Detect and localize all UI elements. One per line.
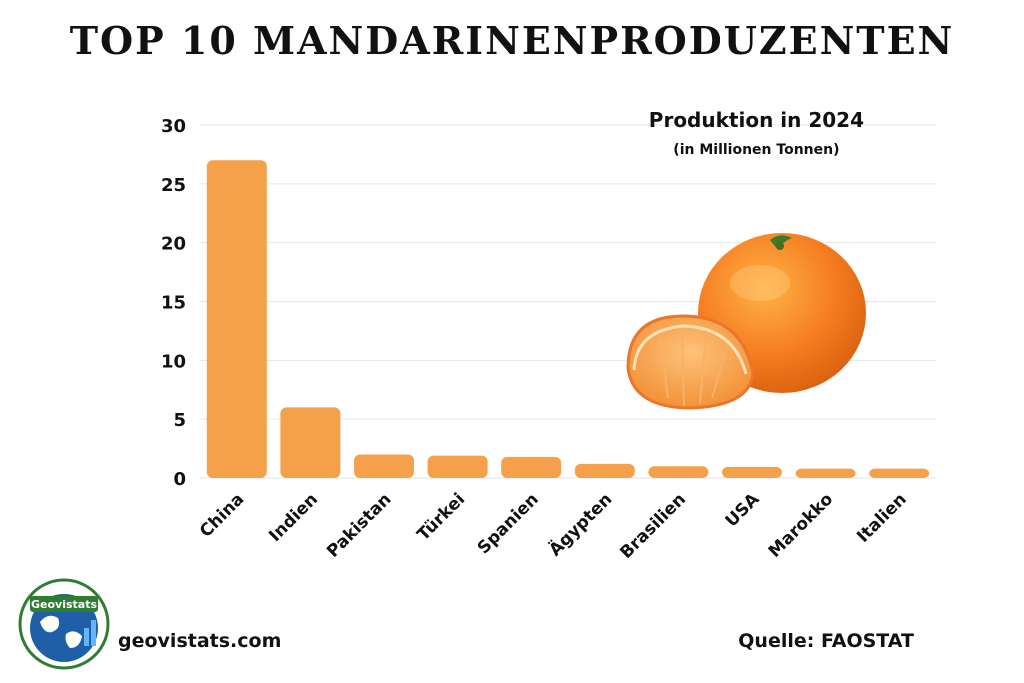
geovistats-logo: Geovistats [18, 578, 110, 670]
footer-site[interactable]: geovistats.com [118, 630, 282, 652]
x-tick-label: Türkei [414, 489, 470, 545]
y-tick-label: 15 [161, 293, 186, 314]
x-tick-label: Ägypten [544, 488, 616, 560]
x-tick-label: Italien [853, 489, 910, 546]
footer-source: Quelle: FAOSTAT [738, 630, 914, 652]
x-tick-label: Marokko [765, 489, 837, 561]
x-tick-label: Indien [265, 489, 322, 546]
bar-spanien [501, 456, 562, 478]
bar-indien [280, 407, 341, 478]
x-tick-label: Brasilien [616, 489, 690, 563]
page-title: TOP 10 MANDARINENPRODUZENTEN [69, 18, 955, 63]
y-tick-label: 10 [161, 351, 186, 372]
chart-subtitle-block: Produktion in 2024 (in Millionen Tonnen) [649, 108, 864, 158]
y-tick-label: 30 [161, 116, 186, 137]
x-tick-label: USA [722, 489, 764, 531]
chart-unit: (in Millionen Tonnen) [673, 142, 840, 158]
y-axis-ticks: 0 5 10 15 20 25 30 [161, 116, 186, 490]
x-tick-label: Spanien [474, 489, 543, 558]
x-axis-labels: China Indien Pakistan Türkei Spanien Ägypten B… [196, 488, 911, 563]
y-tick-label: 0 [173, 469, 186, 490]
logo-text: Geovistats [31, 598, 97, 611]
bar-ägypten [574, 463, 635, 478]
bar-türkei [427, 455, 488, 478]
bar-italien [869, 468, 930, 478]
bar-china [206, 160, 267, 479]
y-tick-label: 20 [161, 234, 186, 255]
mandarin-orange-icon [626, 233, 866, 410]
bar-usa [722, 466, 782, 478]
bar-chart: 0 5 10 15 20 25 30 China Indien Pakistan Türkei Sp… [161, 116, 936, 563]
y-tick-label: 5 [173, 410, 186, 431]
chart-bars [206, 160, 930, 479]
x-tick-label: China [196, 489, 248, 541]
bar-brasilien [648, 466, 709, 478]
y-tick-label: 25 [161, 175, 186, 196]
chart-title: Produktion in 2024 [648, 108, 864, 132]
bar-pakistan [354, 454, 414, 478]
bar-marokko [795, 468, 856, 478]
x-tick-label: Pakistan [323, 489, 395, 561]
